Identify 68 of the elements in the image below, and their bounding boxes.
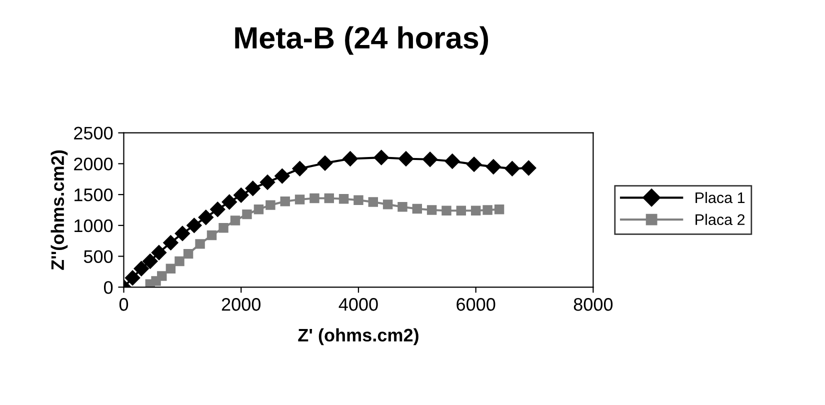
point bbox=[166, 264, 176, 274]
point bbox=[266, 200, 276, 210]
point bbox=[504, 161, 520, 176]
point bbox=[274, 168, 290, 184]
legend-label: Placa 1 bbox=[696, 192, 745, 204]
y-axis-title: Z''(ohms.cm2) bbox=[50, 150, 68, 270]
point bbox=[317, 156, 333, 171]
point bbox=[222, 194, 237, 210]
point bbox=[230, 216, 240, 226]
point bbox=[124, 270, 140, 286]
point bbox=[482, 205, 492, 215]
point bbox=[422, 152, 438, 167]
x-tick-label: 8000 bbox=[574, 298, 613, 311]
legend-label: Placa 2 bbox=[696, 214, 745, 226]
point bbox=[195, 239, 205, 249]
point bbox=[444, 154, 460, 169]
point bbox=[157, 271, 167, 281]
point bbox=[486, 159, 501, 174]
x-tick-label: 0 bbox=[119, 298, 128, 311]
point bbox=[398, 202, 408, 212]
point bbox=[412, 204, 422, 214]
point bbox=[470, 206, 481, 216]
point bbox=[260, 174, 276, 190]
point bbox=[163, 235, 178, 250]
point bbox=[338, 194, 349, 204]
x-tick-label: 4000 bbox=[338, 298, 378, 311]
y-tick-label: 1000 bbox=[74, 219, 113, 232]
point bbox=[210, 202, 226, 217]
y-tick-label: 500 bbox=[84, 250, 113, 264]
point bbox=[494, 204, 504, 214]
point bbox=[521, 160, 536, 176]
point bbox=[151, 245, 167, 260]
y-tick-label: 0 bbox=[104, 281, 113, 294]
point bbox=[134, 261, 149, 276]
point bbox=[218, 223, 228, 233]
point bbox=[142, 254, 158, 269]
point bbox=[242, 209, 252, 220]
x-tick-label: 2000 bbox=[222, 298, 260, 311]
point bbox=[368, 197, 378, 207]
y-tick-label: 1500 bbox=[74, 188, 113, 202]
point bbox=[398, 151, 414, 166]
x-tick-label: 6000 bbox=[456, 298, 496, 311]
point bbox=[234, 188, 249, 203]
point bbox=[186, 218, 202, 233]
point bbox=[280, 196, 290, 206]
point bbox=[342, 151, 358, 166]
point bbox=[426, 205, 437, 215]
point bbox=[254, 204, 264, 214]
point bbox=[206, 230, 217, 240]
point bbox=[245, 180, 260, 196]
chart-title: Meta-B (24 horas) bbox=[235, 26, 488, 55]
point bbox=[374, 150, 389, 166]
point bbox=[198, 210, 214, 225]
point bbox=[310, 193, 320, 204]
point bbox=[174, 226, 190, 242]
y-tick-label: 2000 bbox=[74, 158, 113, 170]
point bbox=[324, 193, 334, 204]
point bbox=[292, 161, 308, 176]
x-axis-title: Z' (ohms.cm2) bbox=[298, 328, 418, 346]
point bbox=[382, 200, 393, 210]
point bbox=[456, 206, 466, 216]
point bbox=[183, 248, 194, 259]
point bbox=[294, 194, 305, 204]
y-tick-label: 2500 bbox=[74, 126, 113, 140]
point bbox=[174, 256, 184, 266]
point bbox=[466, 156, 482, 172]
point bbox=[442, 206, 452, 216]
point bbox=[354, 195, 364, 205]
